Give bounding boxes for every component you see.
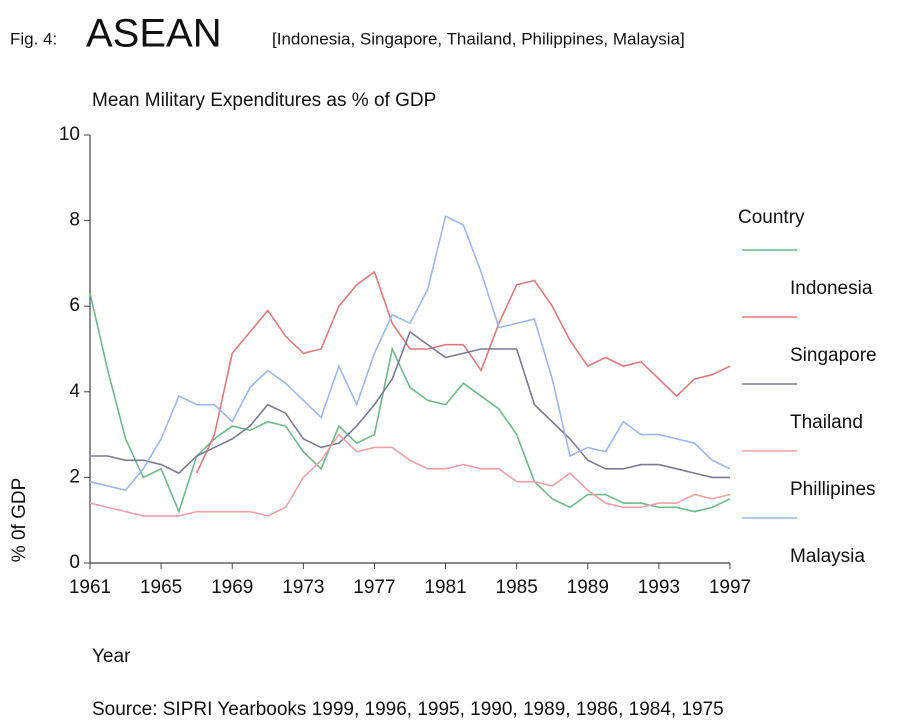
series-line — [195, 270, 731, 474]
legend-label: Singapore — [790, 345, 877, 366]
x-axis-label: Year — [92, 646, 131, 667]
legend-label: Malaysia — [790, 546, 865, 567]
legend-title: Country — [738, 207, 805, 228]
x-tick-label: 1961 — [69, 577, 111, 598]
x-tick-label: 1969 — [211, 577, 253, 598]
legend-label: Indonesia — [790, 278, 873, 299]
x-tick-label: 1973 — [282, 577, 324, 598]
legend-label: Thailand — [790, 412, 863, 433]
x-tick-label: 1981 — [424, 577, 466, 598]
fig-label: Fig. 4: — [10, 29, 57, 48]
y-tick-label: 6 — [69, 295, 80, 316]
y-tick-label: 2 — [69, 466, 80, 487]
x-tick-label: 1989 — [567, 577, 609, 598]
series-line — [89, 215, 731, 492]
legend-label: Phillipines — [790, 479, 876, 500]
x-tick-label: 1985 — [496, 577, 538, 598]
series-line — [90, 330, 730, 479]
y-tick-label: 0 — [69, 552, 80, 573]
chart-title: ASEAN — [86, 12, 222, 56]
y-axis-label: % 0f GDP — [9, 478, 30, 562]
y-tick-label: 8 — [69, 210, 80, 231]
series-line — [89, 433, 731, 517]
y-tick-label: 4 — [69, 381, 80, 402]
y-tick-label: 10 — [59, 124, 80, 145]
x-tick-label: 1993 — [638, 577, 680, 598]
x-tick-label: 1977 — [353, 577, 395, 598]
title-note: [Indonesia, Singapore, Thailand, Philipp… — [272, 29, 685, 48]
source: Source: SIPRI Yearbooks 1999, 1996, 1995… — [92, 699, 724, 720]
series-line — [89, 293, 731, 514]
x-tick-label: 1965 — [140, 577, 182, 598]
subtitle: Mean Military Expenditures as % of GDP — [92, 90, 436, 111]
x-tick-label: 1997 — [709, 577, 751, 598]
